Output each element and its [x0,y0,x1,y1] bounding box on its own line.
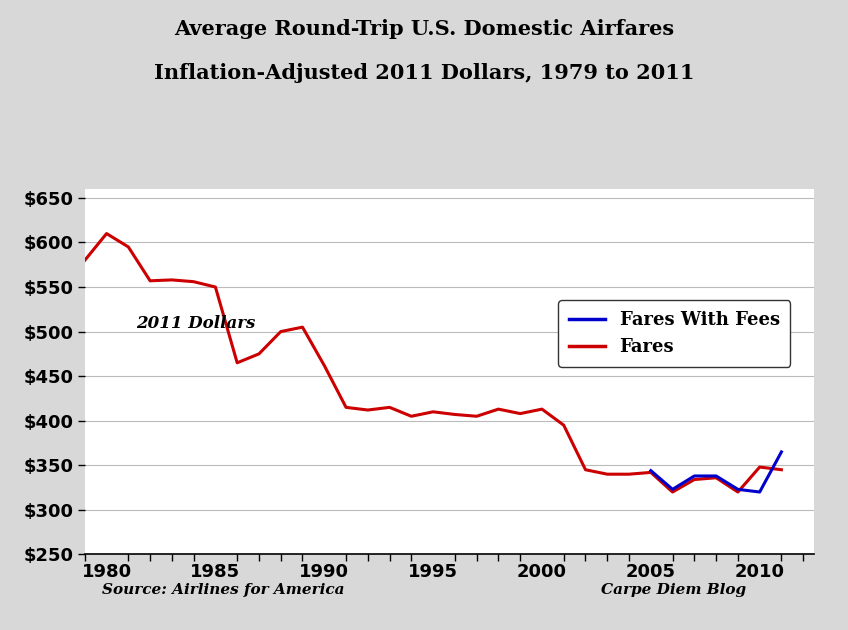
Fares [494,405,504,413]
Fares [645,469,656,476]
Fares [210,284,220,291]
Fares [319,362,329,369]
Text: Average Round-Trip U.S. Domestic Airfares: Average Round-Trip U.S. Domestic Airfare… [174,19,674,39]
Text: Carpe Diem Blog: Carpe Diem Blog [601,583,746,597]
Fares [733,488,743,496]
Fares [449,411,460,418]
Line: Fares: Fares [85,234,781,492]
Fares [711,474,721,481]
Fares [341,404,351,411]
Fares With Fees [755,488,765,496]
Line: Fares With Fees: Fares With Fees [650,452,781,492]
Fares [580,466,590,474]
Fares [471,413,482,420]
Legend: Fares With Fees, Fares: Fares With Fees, Fares [558,301,790,367]
Fares With Fees [667,486,678,493]
Fares [123,243,133,251]
Fares With Fees [645,467,656,474]
Fares [167,276,177,284]
Fares [384,404,394,411]
Fares [755,463,765,471]
Text: Source: Airlines for America: Source: Airlines for America [102,583,344,597]
Fares With Fees [711,472,721,480]
Fares With Fees [733,486,743,493]
Text: 2011 Dollars: 2011 Dollars [136,315,255,332]
Fares With Fees [689,472,700,480]
Fares [776,466,786,474]
Fares With Fees [776,448,786,455]
Fares [276,328,286,335]
Fares [559,421,569,429]
Fares [232,359,243,367]
Fares [363,406,373,414]
Fares [428,408,438,416]
Text: Inflation-Adjusted 2011 Dollars, 1979 to 2011: Inflation-Adjusted 2011 Dollars, 1979 to… [153,63,695,83]
Fares [254,350,264,358]
Fares [515,410,525,417]
Fares [667,488,678,496]
Fares [145,277,155,285]
Fares [689,476,700,483]
Fares [406,413,416,420]
Fares [102,230,112,238]
Fares [80,256,90,264]
Fares [624,471,634,478]
Fares [188,278,198,285]
Fares [602,471,612,478]
Fares [537,405,547,413]
Fares [298,323,308,331]
